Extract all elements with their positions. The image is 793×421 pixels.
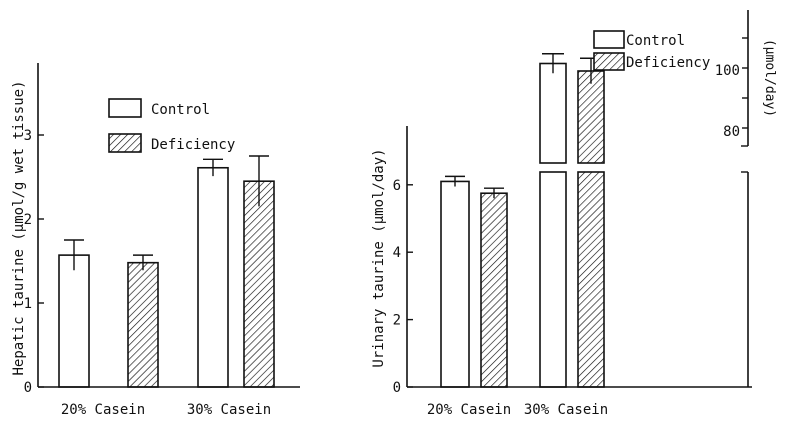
urinary-right-tick-100: 100 bbox=[715, 63, 740, 79]
hepatic-y-tick-3: 3 bbox=[24, 128, 32, 144]
legend-label-control-right: Control bbox=[626, 33, 685, 49]
urinary-error-control-20 bbox=[445, 175, 465, 187]
hepatic-chart: 0 1 2 3 Hepatic taurine (µmol/g wet tissue)… bbox=[11, 63, 300, 418]
urinary-y-tick-2: 2 bbox=[393, 313, 401, 329]
hepatic-error-control-30 bbox=[203, 158, 223, 177]
urinary-x-tick-20-casein: 20% Casein bbox=[427, 402, 511, 418]
urinary-y-tick-4: 4 bbox=[393, 245, 401, 261]
hepatic-bars bbox=[58, 155, 275, 388]
urinary-bars bbox=[440, 53, 605, 388]
hepatic-bar-control-30 bbox=[197, 166, 229, 388]
urinary-right-tick-80: 80 bbox=[723, 124, 740, 140]
hepatic-y-tick-0: 0 bbox=[24, 380, 32, 396]
urinary-legend: Control Deficiency bbox=[593, 30, 710, 71]
urinary-bar-control-20 bbox=[440, 180, 470, 388]
hepatic-error-control-20 bbox=[64, 239, 84, 271]
hepatic-y-tick-2: 2 bbox=[24, 212, 32, 228]
hepatic-bar-control-20 bbox=[58, 254, 90, 388]
legend-label-deficiency-right: Deficiency bbox=[626, 55, 710, 71]
hepatic-bar-deficiency-30 bbox=[243, 180, 275, 388]
urinary-y-tick-6: 6 bbox=[393, 178, 401, 194]
urinary-bar-control-30-lower bbox=[539, 171, 567, 388]
hepatic-y-tick-1: 1 bbox=[24, 296, 32, 312]
legend-swatch-control bbox=[108, 98, 142, 118]
urinary-bar-deficiency-20 bbox=[480, 192, 508, 388]
urinary-bar-deficiency-30-upper bbox=[577, 70, 605, 164]
urinary-x-tick-30-casein: 30% Casein bbox=[524, 402, 608, 418]
legend-swatch-deficiency bbox=[108, 133, 142, 153]
hepatic-y-axis-label: Hepatic taurine (µmol/g wet tissue) bbox=[11, 80, 27, 375]
hepatic-x-tick-30-casein: 30% Casein bbox=[187, 402, 271, 418]
urinary-y-tick-0: 0 bbox=[393, 380, 401, 396]
hepatic-x-tick-20-casein: 20% Casein bbox=[61, 402, 145, 418]
hepatic-error-deficiency-30 bbox=[249, 155, 269, 207]
urinary-chart: 0 2 4 6 100 80 (µmol/day) Urinary taurine (… bbox=[371, 10, 777, 418]
urinary-bar-deficiency-30-lower bbox=[577, 171, 605, 388]
hepatic-y-ticks: 0 1 2 3 bbox=[24, 128, 44, 396]
urinary-y-ticks: 0 2 4 6 bbox=[393, 178, 413, 396]
urinary-error-deficiency-20 bbox=[484, 187, 504, 199]
urinary-bar-control-30-upper bbox=[539, 62, 567, 164]
legend-label-deficiency: Deficiency bbox=[151, 137, 235, 153]
hepatic-error-deficiency-20 bbox=[133, 254, 153, 271]
urinary-y-axis-label: Urinary taurine (µmol/day) bbox=[371, 148, 387, 367]
legend-label-control: Control bbox=[151, 102, 210, 118]
legend-swatch-control-right bbox=[593, 30, 625, 49]
hepatic-legend: Control Deficiency bbox=[108, 98, 235, 153]
urinary-right-axis-label: (µmol/day) bbox=[762, 39, 777, 117]
hepatic-bar-deficiency-20 bbox=[127, 261, 159, 388]
legend-swatch-deficiency-right bbox=[593, 52, 625, 71]
urinary-error-control-30 bbox=[542, 53, 564, 74]
